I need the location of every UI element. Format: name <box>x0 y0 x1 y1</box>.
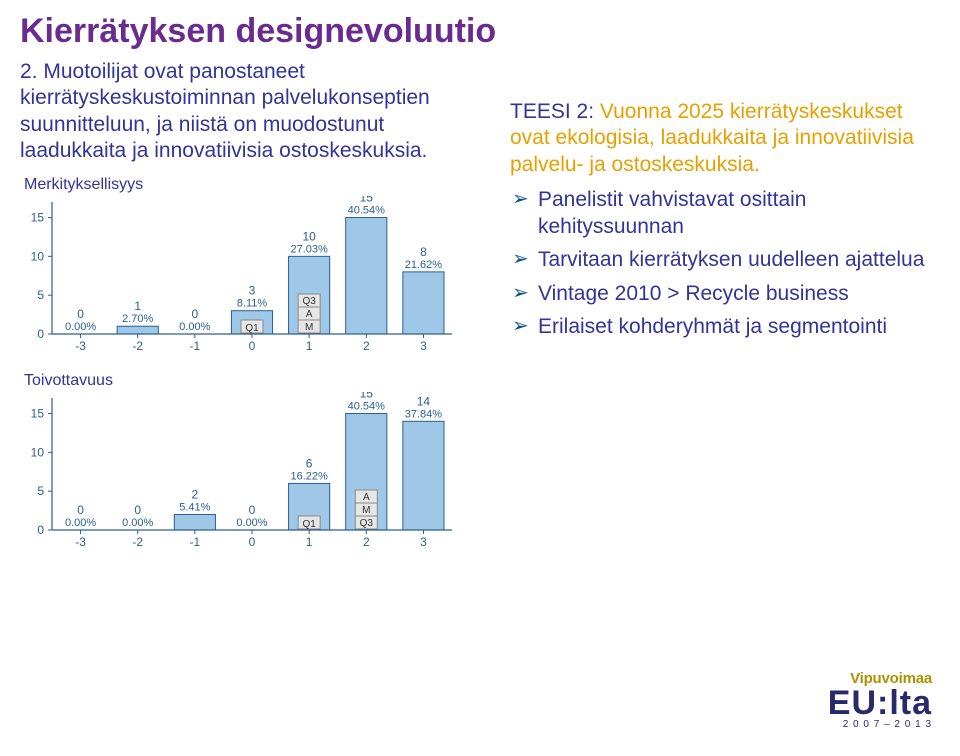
svg-text:40.54%: 40.54% <box>348 401 386 413</box>
intro-paragraph: 2. Muotoilijat ovat panostaneet kierräty… <box>20 59 490 164</box>
svg-text:40.54%: 40.54% <box>348 205 386 217</box>
svg-text:0: 0 <box>192 307 199 321</box>
svg-text:A: A <box>306 309 313 320</box>
svg-text:0.00%: 0.00% <box>65 517 96 529</box>
svg-text:1: 1 <box>134 299 141 313</box>
svg-text:Q1: Q1 <box>245 323 259 334</box>
svg-text:0: 0 <box>37 523 44 537</box>
svg-text:15: 15 <box>31 211 45 225</box>
svg-text:2: 2 <box>192 487 199 501</box>
teesi-heading: TEESI 2: Vuonna 2025 kierrätyskeskukset … <box>510 99 940 178</box>
svg-text:M: M <box>305 322 313 333</box>
svg-text:0: 0 <box>77 503 84 517</box>
svg-text:-3: -3 <box>75 535 86 549</box>
title-text: Kierrätyksen designevoluutio <box>20 12 496 50</box>
svg-text:8: 8 <box>420 245 427 259</box>
svg-text:1: 1 <box>306 535 313 549</box>
intro-prefix: 2. <box>20 60 43 83</box>
chart-2-wrap: 05101500.00%00.00%25.41%00.00%616.22%154… <box>16 392 490 564</box>
page-title: Kierrätyksen designevoluutio <box>0 0 960 59</box>
bullet-item: Tarvitaan kierrätyksen uudelleen ajattel… <box>510 246 940 273</box>
svg-text:0: 0 <box>249 503 256 517</box>
teesi-label: TEESI 2: <box>510 100 600 123</box>
bullet-item: Erilaiset kohderyhmät ja segmentointi <box>510 313 940 340</box>
svg-text:0: 0 <box>37 327 44 341</box>
svg-text:0.00%: 0.00% <box>179 321 210 333</box>
svg-text:Q3: Q3 <box>360 518 374 529</box>
right-column: TEESI 2: Vuonna 2025 kierrätyskeskukset … <box>500 59 940 564</box>
svg-text:27.03%: 27.03% <box>290 243 328 255</box>
svg-text:5.41%: 5.41% <box>179 501 210 513</box>
svg-text:0.00%: 0.00% <box>122 517 153 529</box>
svg-text:21.62%: 21.62% <box>405 259 443 271</box>
svg-text:3: 3 <box>249 284 256 298</box>
svg-text:A: A <box>363 492 370 503</box>
svg-text:0.00%: 0.00% <box>236 517 267 529</box>
svg-text:10: 10 <box>31 249 45 263</box>
svg-text:0: 0 <box>77 307 84 321</box>
svg-text:0: 0 <box>249 535 256 549</box>
svg-text:15: 15 <box>360 392 374 401</box>
intro-text: Muotoilijat ovat panostaneet kierrätyske… <box>20 60 430 162</box>
bullet-list: Panelistit vahvistavat osittain kehityss… <box>510 186 940 340</box>
bar-chart-merkityksellisyys: 05101500.00%12.70%00.00%38.11%1027.03%15… <box>16 196 464 368</box>
svg-text:0: 0 <box>249 339 256 353</box>
svg-text:2: 2 <box>363 339 370 353</box>
bar-chart-toivottavuus: 05101500.00%00.00%25.41%00.00%616.22%154… <box>16 392 464 564</box>
logo-years: 2 0 0 7 – 2 0 1 3 <box>828 719 932 730</box>
svg-text:15: 15 <box>360 196 374 205</box>
svg-text:-2: -2 <box>132 535 143 549</box>
svg-text:1: 1 <box>306 339 313 353</box>
svg-text:3: 3 <box>420 339 427 353</box>
axis-label-bottom: Toivottavuus <box>24 372 490 390</box>
svg-text:-1: -1 <box>190 535 201 549</box>
svg-text:6: 6 <box>306 456 313 470</box>
svg-text:0: 0 <box>134 503 141 517</box>
svg-text:2.70%: 2.70% <box>122 313 153 325</box>
svg-text:-3: -3 <box>75 339 86 353</box>
svg-text:2: 2 <box>363 535 370 549</box>
svg-text:8.11%: 8.11% <box>237 298 268 310</box>
svg-text:10: 10 <box>31 445 45 459</box>
bullet-item: Panelistit vahvistavat osittain kehityss… <box>510 186 940 241</box>
svg-text:0.00%: 0.00% <box>65 321 96 333</box>
svg-text:Q1: Q1 <box>302 519 316 530</box>
eu-logo: Vipuvoimaa EU:lta 2 0 0 7 – 2 0 1 3 <box>828 670 932 730</box>
svg-text:Q3: Q3 <box>302 296 316 307</box>
svg-text:5: 5 <box>37 288 44 302</box>
svg-text:-2: -2 <box>132 339 143 353</box>
svg-text:5: 5 <box>37 484 44 498</box>
svg-text:10: 10 <box>302 229 316 243</box>
svg-text:M: M <box>362 505 370 516</box>
left-column: 2. Muotoilijat ovat panostaneet kierräty… <box>20 59 500 564</box>
svg-text:14: 14 <box>417 394 431 408</box>
svg-text:37.84%: 37.84% <box>405 408 443 420</box>
logo-main: EU:lta <box>828 687 932 719</box>
svg-text:15: 15 <box>31 407 45 421</box>
content-row: 2. Muotoilijat ovat panostaneet kierräty… <box>0 59 960 564</box>
chart-1-wrap: 05101500.00%12.70%00.00%38.11%1027.03%15… <box>16 196 490 368</box>
axis-label-top: Merkityksellisyys <box>24 176 490 194</box>
svg-text:3: 3 <box>420 535 427 549</box>
svg-text:-1: -1 <box>190 339 201 353</box>
svg-text:16.22%: 16.22% <box>290 470 328 482</box>
bullet-item: Vintage 2010 > Recycle business <box>510 280 940 307</box>
